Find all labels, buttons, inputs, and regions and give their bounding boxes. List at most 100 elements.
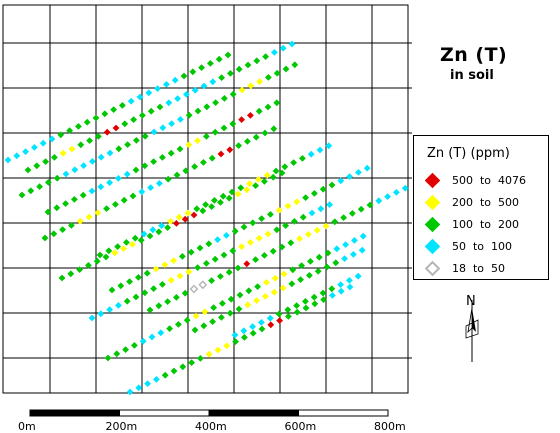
sample-point [331, 218, 339, 226]
sample-point [110, 106, 117, 113]
sample-point [194, 264, 201, 271]
sample-point [363, 164, 371, 172]
sample-point [244, 138, 251, 145]
sample-point [238, 243, 245, 250]
sample-point [197, 355, 204, 362]
sample-point [150, 285, 157, 292]
scale-bar-segment [119, 409, 210, 417]
sample-point [88, 314, 96, 322]
sample-point [254, 283, 261, 290]
sample-point [143, 269, 151, 277]
sample-point [269, 247, 277, 255]
sample-point [135, 274, 142, 281]
sample-point [164, 298, 171, 305]
sample-point [83, 118, 91, 126]
sample-point [279, 284, 287, 292]
sample-point [62, 200, 69, 207]
sample-point [293, 302, 300, 309]
scale-bar-segment [29, 409, 120, 417]
sample-point [217, 199, 224, 206]
sample-point [115, 175, 122, 182]
scale-label: 800m [374, 420, 406, 433]
scale-label: 600m [285, 420, 317, 433]
sample-point [252, 133, 260, 141]
sample-point [184, 209, 192, 217]
sample-point [264, 230, 272, 238]
sample-point [66, 127, 73, 134]
sample-point [120, 245, 127, 252]
north-label: N [466, 294, 476, 309]
sample-point [337, 177, 345, 185]
sample-point [357, 205, 365, 213]
sample-point [53, 174, 61, 182]
sample-point [68, 222, 75, 229]
sample-point [272, 167, 280, 175]
sample-point [341, 255, 348, 262]
sample-point [235, 65, 243, 73]
sample-point [284, 306, 292, 314]
sample-point [255, 234, 263, 242]
sample-point [127, 97, 135, 105]
sample-point [85, 262, 92, 269]
sample-point [238, 116, 245, 123]
sample-point [156, 103, 164, 111]
sample-point [39, 139, 47, 147]
sample-point [123, 170, 131, 178]
sample-point [246, 180, 253, 187]
sample-point [155, 302, 163, 310]
sample-point [182, 167, 190, 175]
sample-point [187, 248, 195, 256]
legend-label: 500 to 4076 [452, 173, 527, 187]
sample-point [175, 213, 183, 221]
sample-point [44, 208, 52, 216]
sample-point [194, 137, 201, 144]
sample-point [193, 205, 201, 213]
sample-point [207, 60, 214, 67]
sample-point [278, 169, 286, 177]
legend-item: 500 to 4076 [424, 172, 526, 188]
sample-point [324, 249, 332, 257]
sample-point [154, 85, 161, 92]
sample-point [139, 337, 147, 345]
sample-point [102, 253, 110, 261]
sample-point [185, 268, 193, 276]
sample-point [196, 244, 204, 252]
sample-point [158, 222, 165, 229]
sample-point [161, 371, 169, 379]
sample-point [231, 331, 239, 339]
legend-swatch [424, 194, 441, 210]
sample-point [351, 237, 358, 244]
sample-point [349, 210, 356, 217]
sample-point [141, 162, 149, 170]
sample-point [375, 197, 383, 205]
sample-point [332, 259, 340, 267]
sample-point [284, 202, 292, 210]
sample-point [212, 99, 219, 106]
legend-label: 50 to 100 [452, 239, 513, 253]
sample-point [282, 222, 289, 229]
sample-point [192, 312, 200, 320]
sample-point [177, 116, 184, 123]
sample-point [255, 176, 262, 183]
sample-point [234, 264, 242, 272]
sample-point [219, 300, 226, 307]
sample-point [188, 359, 195, 366]
sample-point [307, 150, 315, 158]
sample-point [130, 116, 137, 123]
sample-point [89, 158, 96, 165]
sample-point [337, 281, 344, 288]
sample-point [141, 289, 149, 297]
sample-point [323, 263, 331, 271]
sample-point [314, 267, 322, 275]
sample-point [105, 247, 113, 255]
sample-point [150, 158, 157, 165]
sample-point [123, 239, 130, 246]
sample-point [245, 287, 253, 295]
sample-point [240, 223, 248, 231]
sample-point [337, 287, 345, 295]
sample-point [18, 191, 26, 199]
sample-point [58, 274, 66, 282]
sample-point [270, 288, 278, 296]
sample-point [146, 232, 154, 240]
sample-point [249, 329, 257, 337]
